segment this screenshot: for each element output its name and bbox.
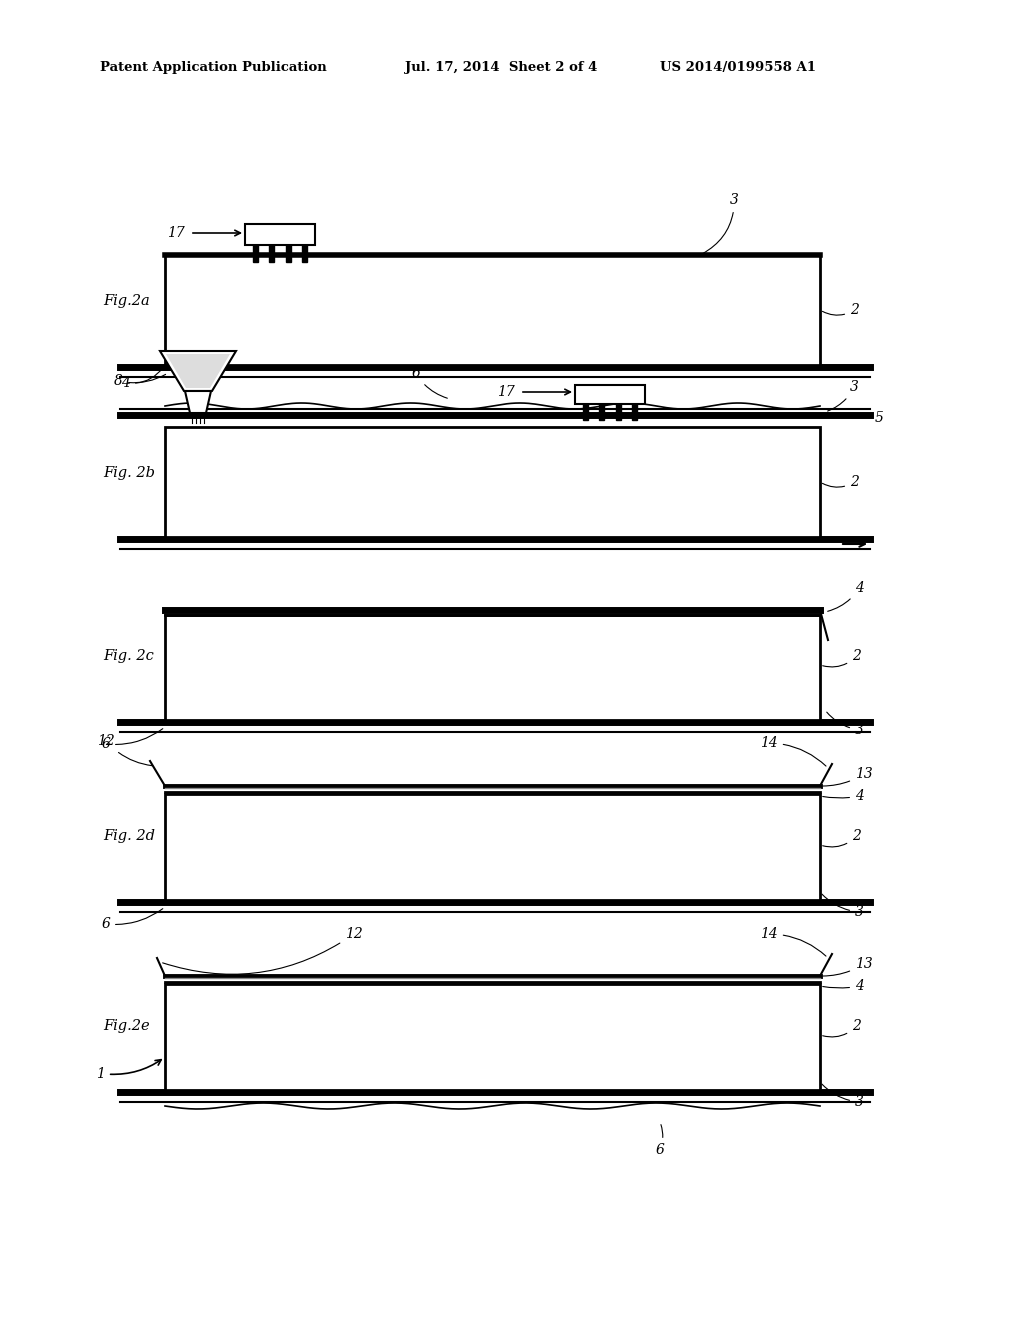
Bar <box>583 404 588 420</box>
Text: 6: 6 <box>101 908 163 931</box>
Text: 12: 12 <box>163 927 362 974</box>
Bar <box>302 246 307 263</box>
Text: 3: 3 <box>826 713 864 737</box>
Bar <box>165 426 820 537</box>
Text: 3: 3 <box>702 193 739 253</box>
Polygon shape <box>185 391 211 413</box>
Text: 14: 14 <box>760 737 826 766</box>
Text: 4: 4 <box>822 979 864 993</box>
Bar <box>286 246 291 263</box>
Text: Fig.2e: Fig.2e <box>103 1019 150 1034</box>
Polygon shape <box>160 351 236 391</box>
Polygon shape <box>166 354 230 388</box>
Text: 17: 17 <box>498 385 515 399</box>
Bar <box>165 983 820 1090</box>
Bar <box>165 615 820 719</box>
Bar <box>165 255 820 366</box>
Bar <box>269 246 274 263</box>
Text: 14: 14 <box>760 927 826 956</box>
Text: 12: 12 <box>97 734 153 766</box>
Text: 2: 2 <box>822 304 859 317</box>
Text: 4: 4 <box>822 789 864 803</box>
Text: 6: 6 <box>411 366 447 399</box>
Text: Jul. 17, 2014  Sheet 2 of 4: Jul. 17, 2014 Sheet 2 of 4 <box>406 62 597 74</box>
Text: US 2014/0199558 A1: US 2014/0199558 A1 <box>660 62 816 74</box>
Text: 2: 2 <box>822 475 859 488</box>
Text: 13: 13 <box>822 767 872 785</box>
Text: Fig. 2b: Fig. 2b <box>103 466 155 480</box>
Text: 6: 6 <box>655 1125 665 1158</box>
Text: 2: 2 <box>822 649 861 667</box>
Bar <box>253 246 258 263</box>
Bar <box>575 384 645 404</box>
Text: 2: 2 <box>822 1019 861 1038</box>
Text: 4: 4 <box>827 581 864 611</box>
Text: 3: 3 <box>822 1084 864 1109</box>
Text: Fig. 2c: Fig. 2c <box>103 649 154 663</box>
Bar <box>165 795 820 900</box>
Bar <box>632 404 637 420</box>
Bar <box>245 224 315 246</box>
Text: 3: 3 <box>827 380 859 411</box>
Text: 5: 5 <box>874 411 884 425</box>
Bar <box>616 404 621 420</box>
Text: 8: 8 <box>114 374 166 388</box>
Text: Patent Application Publication: Patent Application Publication <box>100 62 327 74</box>
Text: Fig. 2d: Fig. 2d <box>103 829 155 843</box>
Text: 1: 1 <box>96 1060 161 1081</box>
Text: 2: 2 <box>822 829 861 847</box>
Text: 6: 6 <box>101 729 163 751</box>
Text: 13: 13 <box>822 957 872 975</box>
Text: 17: 17 <box>167 226 185 240</box>
Bar <box>599 404 604 420</box>
Text: 3: 3 <box>822 894 864 919</box>
Text: Fig.2a: Fig.2a <box>103 294 150 308</box>
Text: 4: 4 <box>121 367 164 389</box>
